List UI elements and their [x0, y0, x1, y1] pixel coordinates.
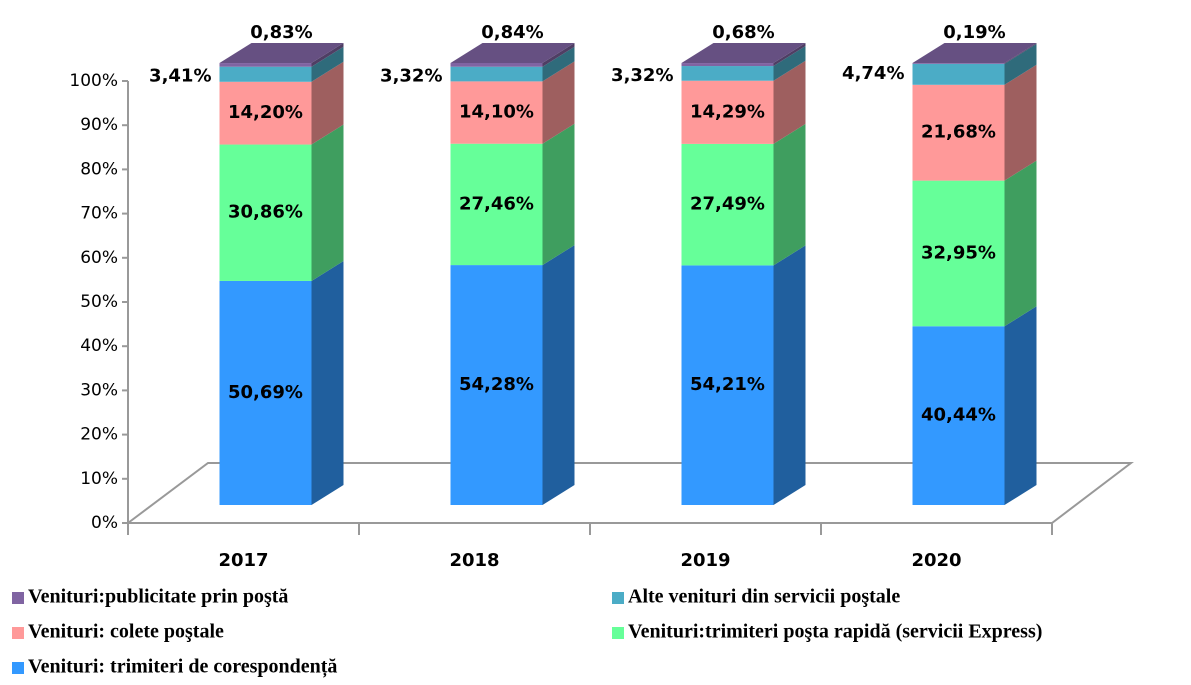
- value-label: 32,95%: [921, 242, 996, 263]
- bar-side: [542, 43, 575, 67]
- y-tick-label: 50%: [80, 292, 118, 312]
- bar-segment: [450, 63, 543, 67]
- legend-swatch: [612, 592, 624, 604]
- bar-side: [1004, 43, 1037, 85]
- bar-side: [542, 123, 575, 266]
- bar-top: [219, 43, 344, 64]
- bar-segment: [219, 280, 312, 505]
- bar-segment: [450, 81, 543, 144]
- bar-segment: [450, 265, 543, 505]
- value-label: 27,49%: [690, 194, 765, 215]
- bar-side: [542, 46, 575, 82]
- legend-label: Venituri:publicitate prin poştă: [28, 586, 288, 608]
- legend-swatch: [612, 627, 624, 639]
- bar-side: [311, 260, 344, 505]
- legend-swatch: [12, 592, 24, 604]
- legend-label: Venituri: colete poştale: [28, 621, 224, 643]
- bar-side: [773, 123, 806, 266]
- value-label: 0,84%: [481, 22, 543, 43]
- bar-segment: [912, 63, 1005, 64]
- y-tick-label: 30%: [80, 380, 118, 400]
- value-label: 14,29%: [690, 101, 765, 122]
- bar-segment: [681, 265, 774, 505]
- legend-label: Alte venituri din servicii poştale: [628, 586, 900, 608]
- bar-side: [311, 46, 344, 82]
- bar-top: [450, 43, 575, 63]
- value-label: 21,68%: [921, 122, 996, 143]
- bar-side: [1004, 306, 1037, 505]
- y-tick-label: 0%: [91, 513, 118, 533]
- bar-segment: [681, 143, 774, 266]
- bar-top: [681, 43, 806, 64]
- y-tick-label: 80%: [80, 159, 118, 179]
- bar-side: [542, 245, 575, 505]
- legend-label: Venituri:trimiteri poşta rapidă (servici…: [628, 621, 1042, 643]
- bar-segment: [219, 63, 312, 67]
- value-label: 14,20%: [228, 102, 303, 123]
- legend-swatch: [12, 662, 24, 674]
- bar-side: [773, 46, 806, 81]
- bar-segment: [219, 81, 312, 145]
- y-tick-label: 10%: [80, 469, 118, 489]
- y-tick-label: 40%: [80, 336, 118, 356]
- value-label: 0,68%: [712, 22, 774, 43]
- y-tick-label: 90%: [80, 115, 118, 135]
- bar-side: [773, 43, 806, 67]
- value-label: 14,10%: [459, 102, 534, 123]
- bar-segment: [219, 144, 312, 281]
- x-tick-label: 2020: [911, 550, 961, 571]
- bar-side: [311, 124, 344, 281]
- bar-top: [912, 43, 1037, 63]
- legend-swatch: [12, 627, 24, 639]
- value-label: 30,86%: [228, 202, 303, 223]
- value-label: 0,83%: [250, 22, 312, 43]
- bar-side: [773, 245, 806, 506]
- bar-segment: [681, 63, 774, 67]
- value-label: 50,69%: [228, 382, 303, 403]
- bar-segment: [450, 143, 543, 266]
- x-tick-label: 2017: [218, 550, 268, 571]
- value-label: 3,32%: [611, 65, 673, 86]
- y-tick-label: 20%: [80, 425, 118, 445]
- y-tick-label: 100%: [69, 71, 118, 91]
- bar-segment: [912, 326, 1005, 505]
- bar-segment: [681, 80, 774, 144]
- bar-segment: [912, 63, 1005, 85]
- value-label: 3,41%: [149, 66, 211, 87]
- bar-segment: [912, 180, 1005, 327]
- bar-side: [311, 43, 344, 67]
- value-label: 54,21%: [690, 374, 765, 395]
- floor: [125, 462, 1134, 524]
- value-label: 3,32%: [380, 66, 442, 87]
- bar-segment: [450, 66, 543, 82]
- value-label: 4,74%: [842, 63, 904, 84]
- bar-side: [311, 61, 344, 145]
- value-label: 54,28%: [459, 374, 534, 395]
- bar-segment: [219, 66, 312, 82]
- y-tick-label: 70%: [80, 204, 118, 224]
- bar-side: [1004, 160, 1037, 327]
- bar-side: [1004, 43, 1037, 64]
- value-label: 0,19%: [943, 22, 1005, 43]
- x-tick-label: 2018: [449, 550, 499, 571]
- bar-side: [773, 60, 806, 144]
- bar-segment: [681, 66, 774, 81]
- y-tick-label: 60%: [80, 248, 118, 268]
- bar-side: [542, 61, 575, 144]
- bar-side: [1004, 64, 1037, 181]
- value-label: 27,46%: [459, 193, 534, 214]
- legend-label: Venituri: trimiteri de corespondență: [28, 656, 337, 679]
- value-label: 40,44%: [921, 405, 996, 426]
- bar-segment: [912, 84, 1005, 181]
- x-tick-label: 2019: [680, 550, 730, 571]
